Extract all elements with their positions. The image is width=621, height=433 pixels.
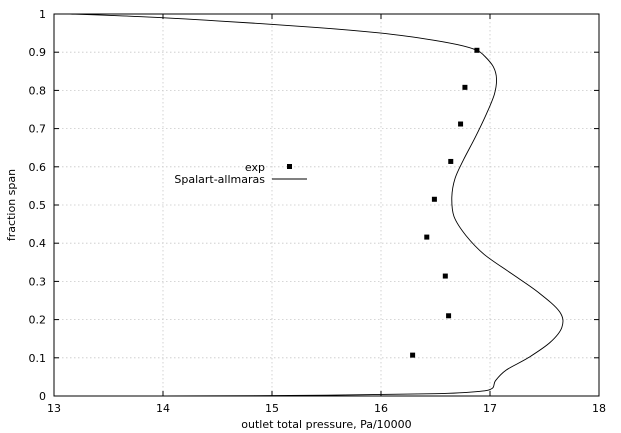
- y-tick-label: 0.4: [29, 237, 47, 250]
- data-point-exp: [442, 273, 448, 279]
- legend-marker-exp: [287, 164, 292, 169]
- y-tick-label: 0: [39, 390, 46, 403]
- axis-ticks: [53, 13, 600, 397]
- x-tick-label: 16: [374, 402, 388, 415]
- y-tick-label: 0.6: [29, 161, 47, 174]
- y-axis-title: fraction span: [5, 169, 18, 241]
- y-tick-label: 1: [39, 8, 46, 21]
- legend: exp Spalart-allmaras: [174, 161, 307, 186]
- x-tick-label: 18: [592, 402, 606, 415]
- x-tick-label: 17: [483, 402, 497, 415]
- legend-label-spalart-allmaras: Spalart-allmaras: [174, 173, 265, 186]
- y-tick-label: 0.8: [29, 84, 47, 97]
- y-tick-label: 0.3: [29, 275, 47, 288]
- y-tick-label: 0.9: [29, 46, 47, 59]
- x-axis-title: outlet total pressure, Pa/10000: [241, 418, 411, 431]
- data-point-exp: [431, 196, 437, 202]
- x-tick-label: 14: [156, 402, 170, 415]
- y-tick-label: 0.7: [29, 123, 47, 136]
- series-points-exp: [410, 47, 480, 358]
- data-point-exp: [424, 234, 430, 240]
- grid-lines: [54, 14, 599, 396]
- y-tick-label: 0.1: [29, 352, 47, 365]
- y-tick-label: 0.5: [29, 199, 47, 212]
- data-point-exp: [474, 47, 480, 53]
- data-point-exp: [448, 158, 454, 164]
- y-tick-label: 0.2: [29, 314, 47, 327]
- series-line-spalart-allmaras: [70, 13, 564, 397]
- x-tick-label: 13: [47, 402, 61, 415]
- x-tick-label: 15: [265, 402, 279, 415]
- data-point-exp: [462, 84, 468, 90]
- y-tick-labels: 0 0.1 0.2 0.3 0.4 0.5 0.6 0.7 0.8 0.9 1: [29, 8, 47, 403]
- x-tick-labels: 13 14 15 16 17 18: [47, 402, 606, 415]
- data-point-exp: [446, 313, 452, 319]
- data-point-exp: [410, 352, 416, 358]
- data-point-exp: [458, 121, 464, 127]
- legend-label-exp: exp: [245, 161, 265, 174]
